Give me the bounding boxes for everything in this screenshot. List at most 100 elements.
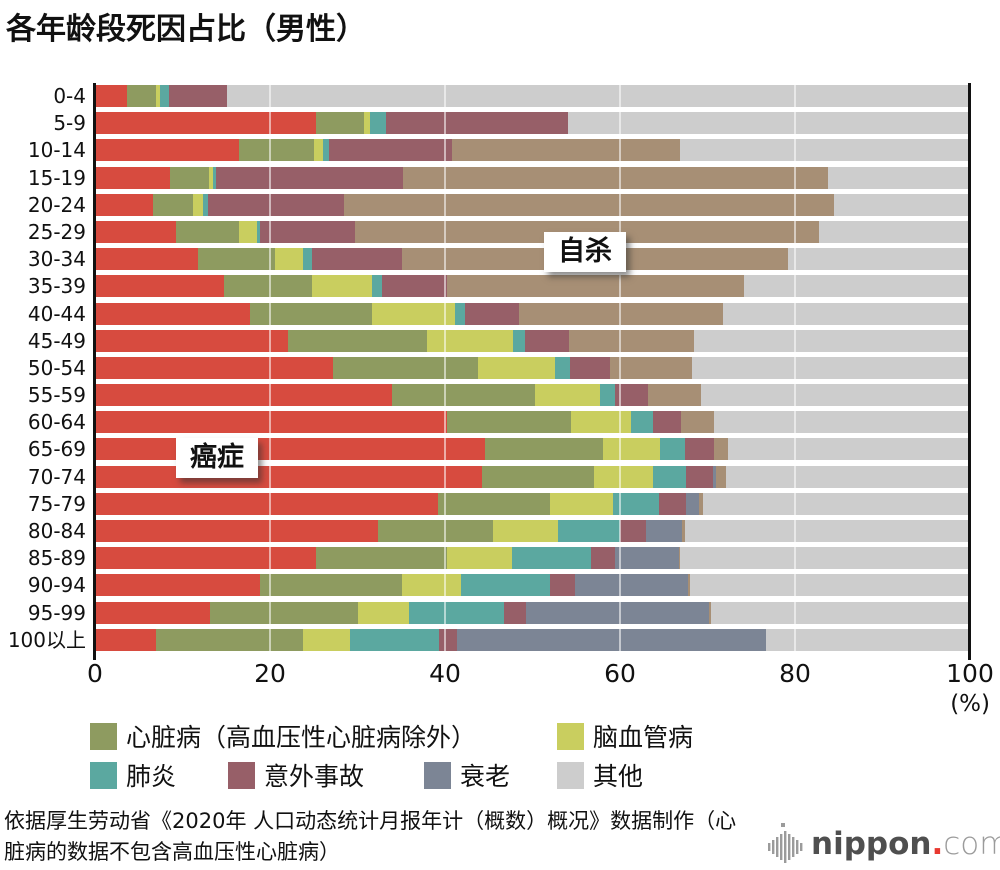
accident-swatch-icon	[228, 761, 255, 789]
bar-segment	[723, 302, 970, 325]
bar-segment	[703, 492, 970, 515]
bar-segment	[685, 492, 699, 515]
y-axis-label: 50-54	[27, 355, 86, 380]
y-axis-label: 45-49	[27, 328, 86, 353]
bar-segment	[159, 85, 169, 107]
bar-segment	[358, 601, 410, 624]
legend-label-senility: 衰老	[460, 762, 511, 791]
bar-segment	[193, 193, 203, 216]
source-line-2: 脏病的数据不包含高血压性心脏病）	[4, 840, 340, 864]
y-axis-label: 60-64	[27, 410, 86, 435]
bar-segment	[557, 520, 620, 543]
bar-segment	[312, 275, 372, 298]
bar-segment	[371, 275, 382, 298]
bar-segment	[198, 248, 276, 271]
y-axis-label: 100以上	[7, 627, 86, 652]
y-axis-label: 0-4	[53, 84, 86, 108]
y-axis-labels: 0-4 5-9 10-14 15-19 20-24 25-29 30-34 35-39 40-4…	[0, 84, 86, 656]
y-axis-label: 40-44	[27, 301, 86, 326]
legend-item-pneumonia: 肺炎	[90, 760, 176, 791]
bar-segment	[238, 139, 314, 162]
bar-segment	[712, 465, 717, 488]
bar-segment	[328, 139, 452, 162]
bar-row-60-64	[95, 411, 970, 434]
bar-segment	[709, 601, 711, 624]
bar-row-55-59	[95, 384, 970, 407]
y-axis-label: 75-79	[27, 491, 86, 516]
bar-segment	[658, 492, 686, 515]
bar-segment	[409, 601, 504, 624]
bar-segment	[95, 220, 177, 243]
bar-segment	[599, 384, 615, 407]
bar-segment	[575, 574, 689, 597]
bar-segment	[95, 384, 392, 407]
bar-segment	[207, 193, 344, 216]
bar-segment	[95, 166, 171, 189]
bar-row-75-79	[95, 492, 970, 515]
y-axis-line-right	[968, 83, 971, 660]
bar-segment	[227, 85, 970, 107]
y-axis-label: 15-19	[27, 165, 86, 190]
bar-row-20-24	[95, 193, 970, 216]
bar-segment	[478, 356, 556, 379]
bar-row-15-19	[95, 166, 970, 189]
bar-segment	[275, 248, 304, 271]
y-axis-line-left	[93, 83, 96, 660]
y-axis-label: 70-74	[27, 464, 86, 489]
bar-segment	[95, 520, 378, 543]
y-axis-label: 85-89	[27, 546, 86, 571]
bar-row-35-39	[95, 275, 970, 298]
bar-segment	[260, 220, 355, 243]
bar-segment	[256, 220, 261, 243]
bar-row-100以上	[95, 628, 970, 651]
other-swatch-icon	[557, 761, 584, 789]
bar-segment	[126, 85, 157, 107]
bar-row-50-54	[95, 356, 970, 379]
bar-segment	[238, 220, 257, 243]
bar-segment	[700, 384, 970, 407]
cerebrovascular-swatch-icon	[557, 722, 584, 750]
bar-segment	[678, 547, 681, 570]
bar-segment	[646, 520, 683, 543]
bar-segment	[567, 112, 970, 135]
bar-segment	[446, 275, 745, 298]
bar-segment	[818, 220, 970, 243]
bar-row-80-84	[95, 520, 970, 543]
bar-segment	[95, 574, 261, 597]
bar-segment	[550, 492, 613, 515]
y-axis-label: 10-14	[27, 138, 86, 163]
bar-segment	[371, 302, 455, 325]
x-axis-ticks: 0 20 40 60 80 100	[87, 659, 994, 689]
bar-segment	[95, 329, 289, 352]
legend-label-heart: 心脏病（高血压性心脏病除外）	[126, 723, 477, 752]
gridline-40	[444, 85, 446, 656]
bar-segment	[593, 465, 654, 488]
y-axis-label: 30-34	[27, 247, 86, 272]
bar-segment	[535, 384, 600, 407]
bar-segment	[156, 628, 304, 651]
bar-row-30-34	[95, 248, 970, 271]
bar-segment	[682, 520, 685, 543]
bar-segment	[386, 112, 568, 135]
bar-row-90-94	[95, 574, 970, 597]
bar-segment	[312, 248, 403, 271]
bar-segment	[152, 193, 193, 216]
bar-segment	[653, 411, 682, 434]
bar-segment	[833, 193, 970, 216]
bar-segment	[95, 193, 153, 216]
page-title: 各年龄段死因占比（男性）	[6, 12, 366, 47]
legend-label-cerebrovascular: 脑血管病	[593, 723, 694, 752]
source-note: 依据厚生劳动省《2020年 人口动态统计月报年计（概数）概况》数据制作（心 脏病…	[4, 806, 736, 868]
bar-segment	[354, 220, 819, 243]
x-tick-label: 20	[254, 659, 286, 688]
bar-segment	[688, 574, 690, 597]
gridline-60	[619, 85, 621, 656]
bar-segment	[391, 384, 536, 407]
bar-segment	[303, 248, 312, 271]
bar-segment	[698, 492, 704, 515]
bar-segment	[744, 275, 970, 298]
bar-segment	[223, 275, 312, 298]
bar-segment	[249, 302, 372, 325]
bar-segment	[452, 139, 681, 162]
